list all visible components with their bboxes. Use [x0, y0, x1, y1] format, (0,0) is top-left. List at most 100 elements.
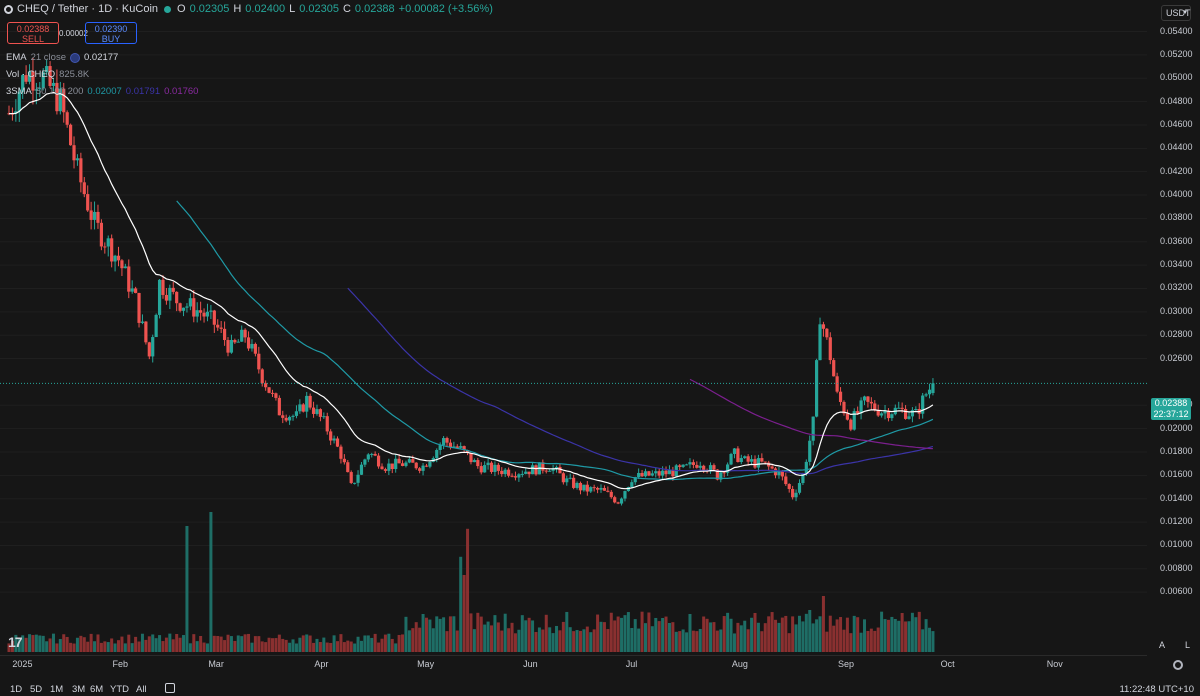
price-tick-label: 0.04600 [1160, 118, 1193, 129]
range-button-ytd[interactable]: YTD [110, 684, 129, 695]
candle-body [838, 391, 843, 402]
volume-legend[interactable]: Vol · CHEQ 825.8K [6, 69, 89, 80]
candle-body [342, 458, 346, 463]
candle-body [459, 446, 463, 448]
candle-body [154, 314, 158, 338]
candle-body [507, 469, 511, 476]
candle-body [544, 470, 548, 472]
log-scale-button[interactable]: L [1185, 640, 1191, 650]
sell-button[interactable]: 0.02388 SELL [7, 22, 59, 44]
sma-legend[interactable]: 3SMA 50 100 200 0.02007 0.01791 0.01760 [6, 86, 198, 97]
candle-body [667, 469, 672, 475]
volume-bar [62, 634, 66, 652]
range-button-all[interactable]: All [136, 684, 147, 695]
range-button-5d[interactable]: 5D [30, 684, 43, 695]
change-value: +0.00082 (+3.56%) [398, 3, 493, 15]
auto-scale-button[interactable]: A [1159, 640, 1166, 650]
indicator-visibility-icon[interactable] [69, 52, 80, 63]
candle-body [671, 469, 675, 477]
volume-bar [305, 634, 309, 652]
volume-bar [407, 630, 411, 652]
candle-body [86, 194, 90, 211]
volume-bar [185, 526, 189, 652]
volume-bar [147, 636, 151, 652]
volume-bar [900, 612, 904, 652]
candle-body [708, 465, 713, 472]
price-tick-label: 0.00800 [1160, 562, 1193, 573]
candle-body [250, 343, 254, 349]
candle-body [921, 395, 925, 414]
volume-bar [472, 629, 476, 652]
volume-bar [654, 617, 658, 652]
volume-bar [130, 643, 134, 652]
volume-bar [842, 629, 846, 652]
volume-bar [356, 636, 360, 652]
candle-body [202, 312, 206, 317]
candle-body [715, 469, 719, 480]
candle-body [530, 465, 535, 475]
candle-body [195, 310, 199, 317]
candle-body [654, 471, 658, 474]
range-button-1m[interactable]: 1M [50, 684, 64, 695]
market-status-icon [164, 5, 172, 13]
volume-bar [780, 617, 784, 652]
high-label: H [233, 3, 242, 15]
clock[interactable]: 11:22:48 UTC+10 [1119, 684, 1194, 695]
calendar-icon[interactable] [165, 683, 175, 693]
range-button-1d[interactable]: 1D [10, 684, 23, 695]
range-button-3m[interactable]: 3M [72, 684, 86, 695]
candle-body [144, 321, 148, 343]
ema-legend[interactable]: EMA 21 close 0.02177 [6, 52, 118, 63]
range-button-6m[interactable]: 6M [90, 684, 104, 695]
volume-bar [825, 631, 829, 652]
volume-bar [712, 622, 716, 652]
candle-body [647, 471, 651, 476]
volume-bar [736, 622, 740, 652]
currency-select[interactable]: USDT [1161, 5, 1191, 21]
volume-bar [811, 623, 815, 652]
tradingview-logo-icon[interactable]: 17 [8, 634, 23, 650]
candle-body [845, 413, 849, 420]
price-tick-label: 0.00600 [1160, 586, 1193, 597]
candle-body [400, 463, 405, 466]
volume-bar [630, 627, 634, 652]
volume-bar [493, 615, 497, 652]
candle-body [818, 324, 822, 361]
volume-bar [544, 614, 548, 652]
candle-body [216, 324, 220, 328]
volume-bar [732, 633, 736, 652]
candle-body [862, 396, 867, 401]
candle-body [68, 124, 73, 146]
candle-body [164, 294, 169, 301]
volume-bar [65, 636, 69, 652]
candle-body [171, 287, 175, 292]
volume-bar [93, 641, 97, 652]
candle-body [274, 393, 278, 398]
volume-bar [582, 629, 586, 652]
close-value: 0.02388 [354, 3, 395, 15]
candle-body [277, 397, 281, 416]
candle-body [927, 389, 932, 395]
candle-body [606, 490, 610, 492]
price-tick-label: 0.01400 [1160, 492, 1193, 503]
candle-body [640, 472, 644, 477]
volume-bar [195, 641, 199, 652]
candle-body [804, 461, 808, 474]
sma200-line [689, 378, 933, 450]
candle-body [520, 473, 524, 475]
close-label: C [342, 3, 351, 15]
symbol-title[interactable]: CHEQ / Tether · 1D · KuCoin [17, 3, 159, 15]
candle-body [140, 321, 145, 323]
volume-bar [479, 616, 483, 652]
volume-bar [332, 635, 336, 652]
volume-bar [435, 616, 439, 652]
candle-body [233, 340, 237, 343]
buy-button[interactable]: 0.02390 BUY [85, 22, 137, 44]
volume-bar [315, 638, 319, 652]
volume-bar [797, 615, 801, 652]
gear-icon[interactable] [1173, 660, 1183, 670]
volume-bar [743, 620, 747, 652]
candle-body [14, 111, 18, 114]
time-tick-label: 2025 [12, 659, 33, 669]
